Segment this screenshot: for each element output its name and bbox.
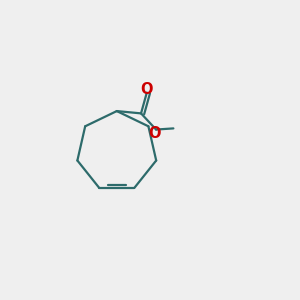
Text: O: O <box>141 82 153 97</box>
Text: O: O <box>149 126 161 141</box>
